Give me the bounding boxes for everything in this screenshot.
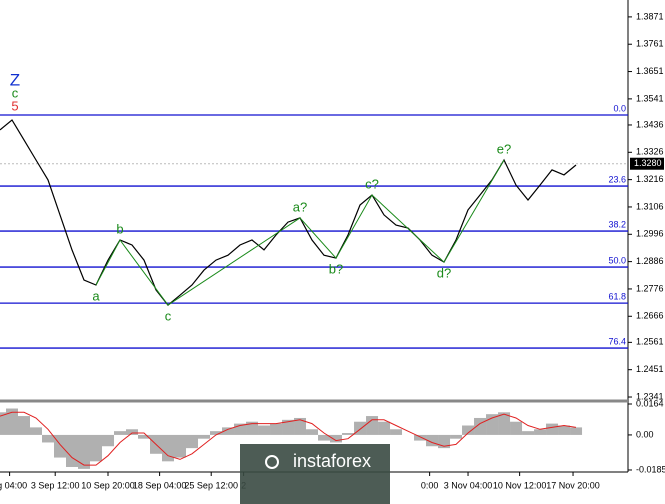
fib-label: 50.0	[608, 255, 626, 265]
wave-label: c	[12, 85, 19, 100]
wave-label: c?	[365, 176, 379, 191]
y-tick-label: 1.3216	[636, 174, 664, 184]
y-tick-label: 1.2886	[636, 256, 664, 266]
osc-bar	[342, 433, 355, 435]
osc-bar	[366, 416, 379, 435]
y-tick-label: 1.2666	[636, 311, 664, 321]
osc-bar	[414, 434, 427, 441]
osc-bar	[174, 434, 187, 458]
osc-bar	[270, 423, 283, 435]
osc-bar	[18, 416, 31, 435]
osc-bar	[222, 427, 235, 435]
current-price-box	[630, 157, 664, 170]
y-tick-label: 1.2776	[636, 283, 664, 293]
osc-bar	[246, 421, 259, 435]
osc-bar	[570, 427, 583, 435]
x-tick-label: 3 Sep 12:00	[31, 480, 80, 490]
x-tick-label: 25 Sep 12:00	[184, 480, 238, 490]
x-tick-label: 17 Nov 20:00	[546, 480, 600, 490]
osc-bar	[0, 412, 7, 435]
y-tick-label: 1.3326	[636, 147, 664, 157]
fib-label: 76.4	[608, 336, 626, 346]
osc-bar	[558, 425, 571, 435]
osc-bar	[282, 419, 295, 435]
current-price-label: 1.3280	[634, 158, 662, 168]
wave-label: c	[165, 309, 172, 324]
fib-label: 38.2	[608, 219, 626, 229]
y-tick-label: 1.3436	[636, 119, 664, 129]
x-tick-label: 10 Sep 20:00	[81, 480, 135, 490]
wave-label: Z	[10, 71, 20, 90]
y-tick-label: 1.2996	[636, 229, 664, 239]
wave-path	[95, 159, 505, 306]
fib-label: 61.8	[608, 291, 626, 301]
x-tick-label: 18 Sep 04:00	[133, 480, 187, 490]
x-tick-label: 3 Nov 04:00	[444, 480, 493, 490]
wave-label: d?	[437, 266, 451, 281]
y-tick-label: 1.2561	[636, 337, 664, 347]
x-tick-label: 10 Nov 12:00	[493, 480, 547, 490]
osc-bar	[426, 434, 439, 447]
fib-label: 23.6	[608, 174, 626, 184]
wave-label: b	[116, 221, 123, 236]
osc-bar	[138, 434, 151, 439]
osc-bar	[306, 429, 319, 435]
fib-label: 0.0	[613, 103, 626, 113]
osc-bar	[186, 434, 199, 449]
osc-bar	[114, 431, 127, 435]
osc-bar	[126, 429, 139, 435]
watermark-box	[240, 444, 390, 504]
wave-label: a	[92, 288, 100, 303]
osc-bar	[198, 434, 211, 439]
watermark: instaforex	[293, 451, 371, 471]
wave-label: b?	[329, 262, 343, 277]
y-tick-label: 1.3651	[636, 66, 664, 76]
osc-bar	[450, 434, 463, 439]
osc-tick-label: -0.01859	[636, 464, 665, 474]
osc-tick-label: 0.0164	[636, 398, 664, 408]
osc-bar	[390, 429, 403, 435]
osc-bar	[378, 421, 391, 435]
osc-tick-label: 0.00	[636, 429, 654, 439]
osc-bar	[66, 434, 79, 467]
osc-bar	[42, 434, 55, 443]
osc-bar	[534, 429, 547, 435]
x-tick-label: ug 04:00	[0, 480, 27, 490]
y-tick-label: 1.2451	[636, 364, 664, 374]
osc-bar	[522, 431, 535, 435]
osc-bar	[546, 423, 559, 435]
x-tick-label: 0:00	[421, 480, 439, 490]
y-tick-label: 1.2341	[636, 391, 664, 401]
y-tick-label: 1.3761	[636, 39, 664, 49]
wave-label: a?	[293, 199, 307, 214]
osc-bar	[498, 412, 511, 435]
osc-bar	[30, 427, 43, 435]
osc-bar	[330, 434, 343, 443]
osc-bar	[486, 414, 499, 435]
wave-label: e?	[497, 141, 511, 156]
osc-bar	[102, 434, 115, 447]
watermark-icon	[265, 455, 279, 469]
osc-bar	[318, 434, 331, 441]
osc-bar	[90, 434, 103, 462]
wave-label: 5	[11, 98, 18, 113]
osc-bar	[234, 423, 247, 435]
osc-bar	[210, 431, 223, 435]
y-tick-label: 1.3871	[636, 11, 664, 21]
osc-bar	[162, 434, 175, 462]
osc-bar	[510, 421, 523, 435]
osc-bar	[294, 417, 307, 435]
osc-bar	[462, 425, 475, 435]
y-tick-label: 1.3541	[636, 93, 664, 103]
osc-signal	[0, 411, 577, 466]
osc-bar	[258, 425, 271, 435]
y-tick-label: 1.3106	[636, 201, 664, 211]
osc-bar	[6, 408, 19, 435]
osc-bar	[78, 434, 91, 469]
